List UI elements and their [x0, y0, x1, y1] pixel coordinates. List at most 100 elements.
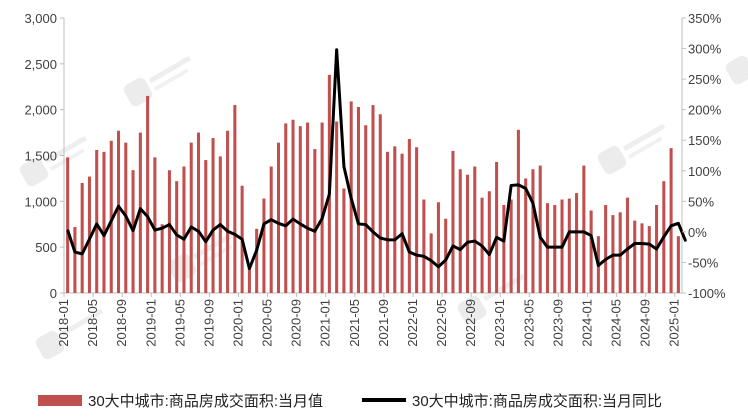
line-point — [241, 238, 243, 241]
line-point — [488, 253, 491, 256]
x-tick-label: 2024-01 — [579, 299, 594, 347]
line-point — [372, 231, 374, 233]
bar — [175, 181, 179, 293]
line-point — [190, 226, 193, 228]
line-point — [175, 234, 178, 236]
line-point — [386, 239, 389, 241]
x-tick-label: 2025-01 — [667, 299, 682, 347]
bar — [386, 151, 390, 293]
line-point — [364, 223, 367, 226]
bar — [262, 198, 266, 293]
bar — [422, 199, 426, 293]
bar — [625, 197, 629, 293]
left-axis-ticks: 0 500 1,000 1,500 2,000 2,500 3,000 — [24, 11, 64, 301]
left-tick-label: 2,000 — [24, 103, 57, 118]
bar — [66, 157, 70, 293]
x-tick-label: 2021-09 — [376, 299, 391, 347]
x-tick-label: 2018-09 — [114, 299, 129, 347]
bar — [356, 106, 360, 293]
right-tick-label: -100% — [688, 286, 726, 301]
right-tick-label: 350% — [688, 11, 722, 26]
line-point — [423, 255, 425, 258]
bar — [451, 150, 455, 293]
bar — [73, 227, 77, 293]
watermark-logo — [597, 123, 666, 175]
left-tick-label: 1,500 — [24, 149, 57, 164]
x-tick-label: 2020-09 — [289, 299, 304, 347]
line-point — [495, 236, 498, 239]
line-point — [466, 241, 469, 244]
line-point — [568, 231, 571, 233]
bar — [473, 166, 477, 293]
line-point — [125, 215, 127, 217]
line-point — [284, 224, 287, 227]
bar — [335, 121, 339, 293]
line-point — [226, 230, 229, 233]
line-point — [219, 223, 222, 226]
bar — [160, 224, 164, 293]
left-tick-label: 3,000 — [24, 11, 57, 26]
bar — [306, 122, 310, 293]
line-point — [503, 240, 505, 242]
line-point — [328, 193, 331, 195]
bar — [393, 146, 397, 293]
watermark-logo — [35, 308, 104, 360]
bar — [276, 142, 281, 293]
line-point — [66, 229, 69, 231]
bar — [378, 114, 382, 293]
right-tick-label: 250% — [688, 72, 722, 87]
yoy-line — [66, 48, 688, 271]
line-point — [510, 184, 512, 187]
line-point — [168, 223, 171, 226]
line-point — [139, 207, 142, 210]
line-point — [161, 227, 163, 230]
x-tick-label: 2020-05 — [260, 299, 275, 347]
x-tick-label: 2019-01 — [143, 299, 158, 347]
bar — [196, 132, 201, 293]
line-point — [270, 218, 273, 221]
bar — [618, 212, 622, 293]
bar — [117, 130, 121, 293]
bar — [87, 176, 91, 293]
line-point — [292, 218, 294, 220]
line-point — [81, 253, 83, 255]
left-tick-label: 500 — [35, 240, 57, 255]
line-point — [415, 254, 418, 256]
x-tick-label: 2020-01 — [230, 299, 245, 347]
line-point — [524, 187, 527, 190]
line-point — [517, 184, 520, 186]
line-point — [321, 217, 323, 220]
bar — [313, 149, 317, 293]
x-tick-label: 2022-09 — [463, 299, 478, 347]
line-point — [532, 202, 534, 204]
bar — [487, 191, 491, 293]
bar — [298, 126, 302, 293]
bar — [226, 130, 230, 293]
line-point — [677, 222, 680, 225]
line-point — [539, 236, 542, 239]
x-tick-label: 2018-05 — [85, 299, 100, 347]
line-point — [655, 248, 658, 250]
bar — [364, 125, 368, 293]
bar — [458, 169, 462, 293]
x-tick-label: 2019-09 — [201, 299, 216, 347]
line-point — [684, 240, 687, 242]
line-point — [590, 234, 592, 237]
bar — [633, 220, 637, 293]
line-series — [66, 48, 688, 271]
bar — [516, 129, 520, 293]
line-point — [408, 251, 411, 253]
bar — [436, 202, 440, 293]
right-axis-ticks: -100% -50% 0% 50% 100% 150% 200% 250% 300% 350% — [682, 11, 726, 301]
bar — [342, 188, 346, 293]
line-point — [452, 245, 454, 247]
x-tick-label: 2023-09 — [550, 299, 565, 347]
x-tick-label: 2022-01 — [405, 299, 420, 347]
line-point — [103, 234, 105, 237]
bar — [495, 161, 499, 293]
bar — [429, 233, 433, 293]
line-point — [430, 259, 432, 262]
line-point — [583, 231, 585, 233]
bar — [531, 169, 535, 293]
bar — [524, 178, 528, 293]
